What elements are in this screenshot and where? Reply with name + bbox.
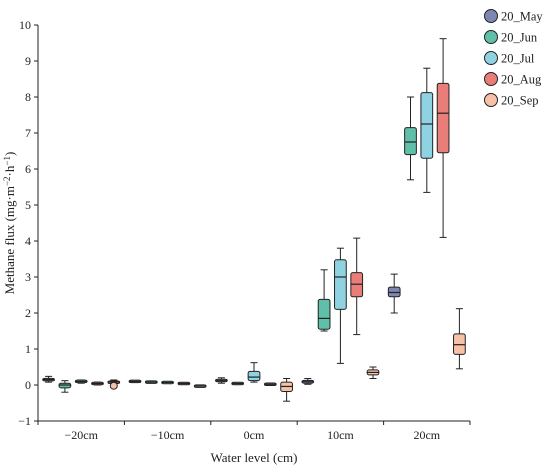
- legend: 20_May 20_Jun 20_Jul 20_Aug 20_Sep: [484, 9, 543, 108]
- axes: −1 0 1 2 3 4 5 6 7 8 9 10 −20cm −10cm 0cm 10cm 20cm: [18, 18, 471, 442]
- y-tick-label: 5: [25, 198, 31, 212]
- box-body: [404, 127, 417, 156]
- box-plots: [42, 38, 466, 402]
- box-body: [436, 82, 450, 154]
- box-20-may-20cm: [387, 273, 401, 314]
- x-tick-label: 0cm: [244, 428, 265, 442]
- box-20-jul--10cm: [161, 380, 174, 385]
- y-tick-label: 4: [25, 234, 31, 248]
- y-axis-title-main: Methane flux (mg·m: [2, 186, 17, 294]
- box-20-sep-10cm: [366, 366, 380, 380]
- x-axis-title: Water level (cm): [210, 450, 297, 465]
- legend-item-20-may: 20_May: [484, 9, 543, 24]
- y-axis-title-sup2: −1: [2, 156, 12, 166]
- box-20-jun--10cm: [144, 380, 158, 384]
- legend-swatch: [484, 30, 498, 44]
- legend-swatch: [484, 93, 498, 107]
- box-20-jun--20cm: [58, 380, 72, 393]
- legend-swatch: [484, 51, 498, 65]
- box-20-aug-0cm: [263, 382, 277, 387]
- legend-item-20-aug: 20_Aug: [484, 72, 542, 87]
- y-tick-label: 10: [19, 18, 31, 32]
- y-ticks: −1 0 1 2 3 4 5 6 7 8 9 10: [18, 18, 38, 428]
- box-20-sep-20cm: [453, 308, 466, 370]
- box-20-may-0cm: [215, 377, 228, 384]
- box-20-jul-10cm: [334, 247, 347, 364]
- box-20-may-10cm: [301, 378, 315, 385]
- box-20-aug--20cm: [91, 381, 104, 386]
- y-tick-label: 9: [25, 54, 31, 68]
- box-20-may--20cm: [42, 375, 55, 383]
- box-20-jul-20cm: [420, 67, 434, 193]
- box-20-jul-0cm: [247, 362, 261, 383]
- legend-swatch: [484, 72, 498, 86]
- box-body: [317, 298, 331, 330]
- legend-label: 20_Aug: [501, 73, 542, 87]
- legend-item-20-jun: 20_Jun: [484, 30, 538, 45]
- y-tick-label: 1: [25, 342, 31, 356]
- legend-label: 20_Jul: [501, 52, 535, 66]
- y-axis-title-end: ): [2, 152, 17, 156]
- legend-item-20-sep: 20_Sep: [484, 93, 539, 108]
- box-20-jun-20cm: [404, 96, 417, 181]
- box-20-aug--10cm: [177, 381, 191, 386]
- box-body: [247, 370, 261, 382]
- box-20-sep--20cm: [107, 379, 121, 390]
- legend-label: 20_Jun: [501, 31, 538, 45]
- box-body: [420, 92, 434, 159]
- legend-swatch: [484, 9, 498, 23]
- box-20-sep--10cm: [193, 384, 207, 388]
- legend-label: 20_Sep: [501, 94, 539, 108]
- outlier-point: [109, 381, 118, 390]
- y-tick-label: 6: [25, 162, 31, 176]
- x-tick-label: 20cm: [413, 428, 440, 442]
- x-ticks: −20cm −10cm 0cm 10cm 20cm: [37, 421, 471, 442]
- y-tick-label: 8: [25, 90, 31, 104]
- x-tick-label: 10cm: [327, 428, 354, 442]
- y-tick-label: −1: [18, 414, 31, 428]
- box-20-aug-20cm: [436, 38, 450, 238]
- y-axis-title-mid: ·h: [2, 165, 17, 176]
- y-axis-title: Methane flux (mg·m−2·h−1): [2, 152, 17, 295]
- y-tick-label: 0: [25, 378, 31, 392]
- y-tick-label: 3: [25, 270, 31, 284]
- box-body: [334, 259, 347, 310]
- y-tick-label: 2: [25, 306, 31, 320]
- x-tick-label: −10cm: [151, 428, 185, 442]
- box-20-may--10cm: [128, 379, 142, 384]
- x-tick-label: −20cm: [64, 428, 98, 442]
- y-axis-title-sup1: −2: [2, 176, 12, 186]
- box-20-jun-10cm: [317, 269, 331, 332]
- box-20-aug-10cm: [350, 237, 364, 336]
- legend-label: 20_May: [501, 10, 543, 24]
- legend-item-20-jul: 20_Jul: [484, 51, 535, 66]
- y-tick-label: 7: [25, 126, 31, 140]
- box-20-jun-0cm: [231, 381, 245, 386]
- box-20-jul--20cm: [74, 379, 88, 384]
- box-20-sep-0cm: [280, 378, 293, 402]
